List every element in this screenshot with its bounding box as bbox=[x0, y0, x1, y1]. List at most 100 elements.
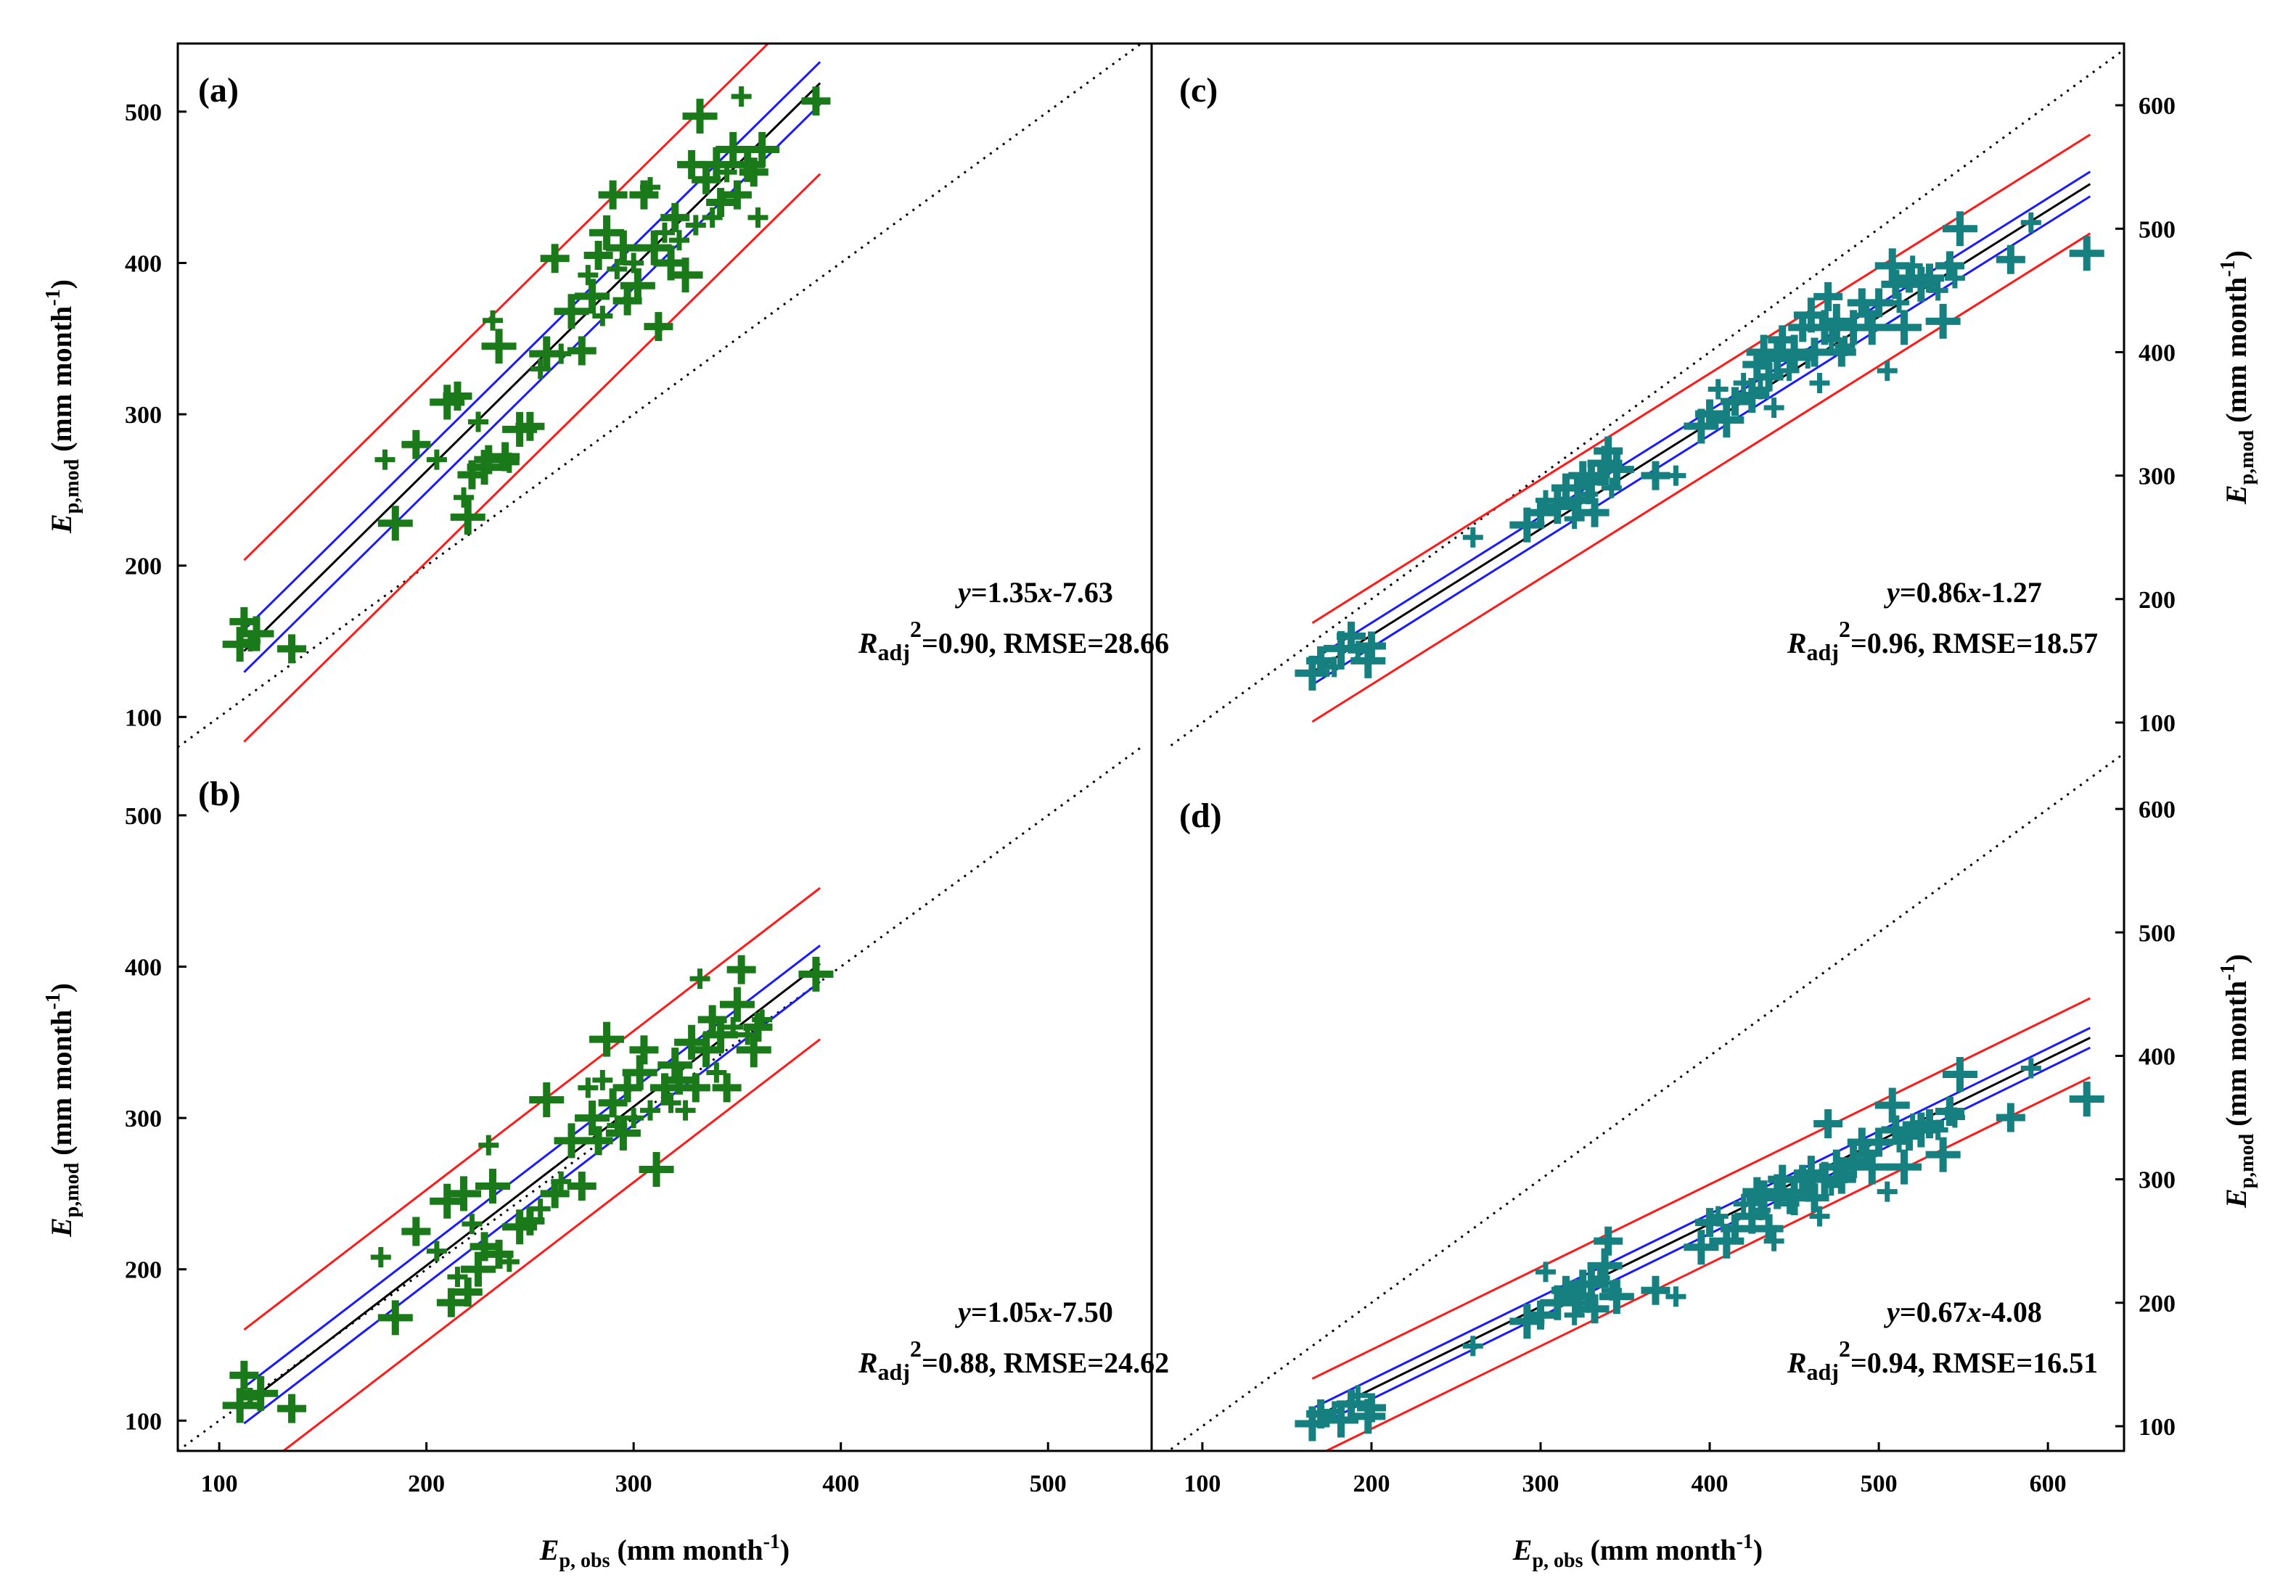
data-point bbox=[1641, 461, 1670, 490]
data-point bbox=[1709, 403, 1744, 438]
y-axis-label-d: Ep,mod (mm month-1) bbox=[2217, 954, 2258, 1209]
data-point bbox=[1826, 337, 1856, 367]
data-point bbox=[243, 1375, 279, 1411]
data-point bbox=[726, 955, 756, 984]
data-point bbox=[1348, 1385, 1369, 1406]
y-tick-label: 400 bbox=[125, 954, 162, 981]
data-point bbox=[377, 506, 413, 541]
data-point bbox=[1594, 436, 1623, 466]
regression-line bbox=[1311, 1037, 2091, 1420]
data-point bbox=[719, 987, 755, 1022]
data-point bbox=[461, 1251, 496, 1287]
panel-label: (b) bbox=[198, 775, 241, 813]
data-point bbox=[1996, 1103, 2025, 1132]
y-tick-label: 200 bbox=[125, 1257, 162, 1284]
data-point bbox=[655, 222, 675, 243]
panel-label: (a) bbox=[198, 71, 239, 110]
data-point bbox=[1601, 477, 1622, 498]
data-point bbox=[1889, 292, 1910, 313]
y-tick-label: 300 bbox=[2139, 464, 2176, 490]
data-point bbox=[1599, 452, 1634, 488]
data-point bbox=[1854, 310, 1890, 345]
data-point bbox=[1324, 657, 1345, 678]
data-point bbox=[675, 1100, 696, 1121]
data-point bbox=[598, 1088, 628, 1118]
data-point bbox=[1707, 1206, 1729, 1227]
data-point bbox=[689, 968, 710, 990]
data-point bbox=[1887, 1149, 1922, 1185]
fit-statistics: Radj2=0.94, RMSE=16.51 bbox=[1787, 1336, 2098, 1385]
data-point bbox=[752, 1009, 773, 1030]
y-axis-label-c: Ep,mod (mm month-1) bbox=[2217, 250, 2258, 505]
data-point bbox=[723, 1016, 744, 1037]
data-point bbox=[277, 1394, 307, 1423]
plot-area-b bbox=[178, 747, 1144, 1451]
data-point bbox=[1324, 1402, 1359, 1438]
data-point bbox=[1996, 244, 2025, 274]
data-point bbox=[1809, 372, 1830, 393]
panel-label: (c) bbox=[1179, 71, 1218, 110]
plot-area-c bbox=[1166, 48, 2124, 747]
prediction-band-lower bbox=[243, 173, 821, 743]
data-point bbox=[483, 310, 504, 331]
panel-a: 100 200 300 400 500 (a) y=1.35x-7.63 Radj2=0.90… bbox=[125, 44, 1169, 747]
one-to-one-line bbox=[1166, 48, 2124, 747]
data-point bbox=[436, 1288, 466, 1317]
plot-area-d bbox=[1166, 752, 2124, 1451]
data-point bbox=[668, 258, 703, 293]
data-point bbox=[1809, 1206, 1830, 1227]
data-point bbox=[1942, 1056, 1977, 1092]
data-point bbox=[798, 956, 834, 992]
data-point bbox=[529, 1082, 565, 1118]
data-point bbox=[430, 1183, 465, 1219]
data-point bbox=[1763, 398, 1784, 419]
y-tick-label: 100 bbox=[125, 704, 162, 731]
data-point bbox=[540, 244, 570, 273]
data-point bbox=[747, 207, 768, 228]
data-point bbox=[1356, 631, 1386, 661]
data-point bbox=[736, 1032, 771, 1068]
prediction-band-upper bbox=[243, 44, 770, 562]
data-point bbox=[1665, 1286, 1686, 1307]
y-tick-label: 600 bbox=[2139, 797, 2176, 823]
y-axis-label-a: Ep,mod (mm month-1) bbox=[42, 279, 83, 534]
data-point bbox=[706, 188, 736, 218]
x-tick-label: 500 bbox=[1861, 1470, 1898, 1497]
data-point bbox=[1927, 1119, 1948, 1140]
data-point bbox=[1763, 1230, 1784, 1251]
data-point bbox=[1915, 263, 1944, 293]
data-point bbox=[1819, 303, 1854, 339]
y-tick-label: 300 bbox=[125, 1106, 162, 1132]
fit-statistics: Radj2=0.88, RMSE=24.62 bbox=[858, 1336, 1169, 1385]
y-tick-label: 400 bbox=[2139, 1043, 2176, 1070]
data-point bbox=[2020, 212, 2041, 233]
data-point bbox=[1925, 1137, 1961, 1172]
data-point bbox=[605, 1115, 641, 1151]
y-tick-label: 600 bbox=[2139, 93, 2176, 120]
x-tick-label: 400 bbox=[1692, 1470, 1729, 1497]
data-point bbox=[1935, 251, 1964, 281]
data-point bbox=[1834, 335, 1856, 356]
data-point bbox=[239, 616, 274, 651]
data-point bbox=[622, 1055, 657, 1090]
y-tick-label: 100 bbox=[2139, 710, 2176, 737]
data-point bbox=[1734, 378, 1770, 413]
data-point bbox=[592, 1069, 613, 1090]
data-point bbox=[567, 1171, 596, 1201]
data-point bbox=[2069, 1082, 2104, 1116]
data-point bbox=[745, 132, 780, 168]
data-point bbox=[1665, 465, 1686, 486]
data-point bbox=[598, 180, 628, 210]
data-point bbox=[583, 241, 613, 271]
data-point bbox=[1734, 1198, 1770, 1234]
y-tick-label: 300 bbox=[2139, 1167, 2176, 1194]
x-tick-label: 300 bbox=[615, 1470, 652, 1497]
confidence-band-lower bbox=[243, 981, 821, 1425]
y-tick-label: 400 bbox=[125, 250, 162, 277]
data-point bbox=[716, 162, 737, 183]
y-tick-label: 200 bbox=[2139, 1291, 2176, 1317]
prediction-band-lower bbox=[1324, 1076, 2091, 1451]
data-point bbox=[370, 1246, 391, 1267]
data-point bbox=[731, 86, 752, 107]
